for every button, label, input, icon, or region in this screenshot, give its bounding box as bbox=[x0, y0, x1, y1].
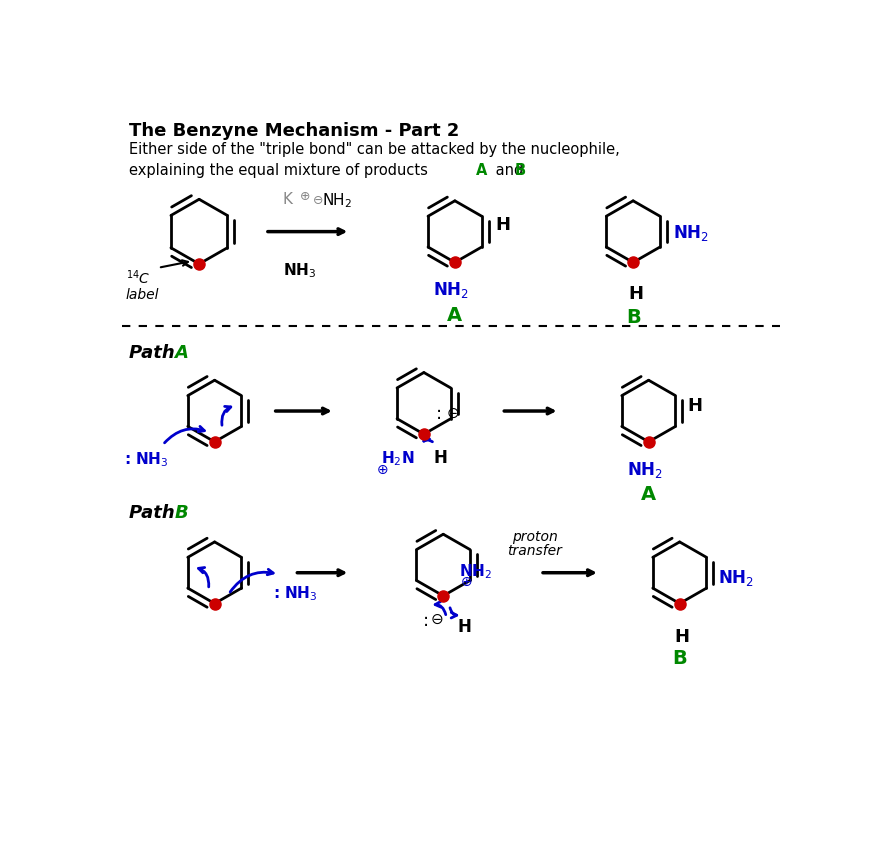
Text: transfer: transfer bbox=[507, 543, 562, 558]
Text: proton: proton bbox=[512, 530, 558, 544]
Text: label: label bbox=[126, 287, 159, 302]
Text: B: B bbox=[174, 504, 188, 522]
Text: H: H bbox=[433, 449, 447, 467]
Text: NH$_2$: NH$_2$ bbox=[627, 459, 663, 479]
Text: H: H bbox=[495, 216, 510, 234]
Text: NH$_3$: NH$_3$ bbox=[283, 261, 317, 280]
Text: A: A bbox=[641, 485, 656, 503]
Text: B: B bbox=[626, 308, 641, 327]
Text: B: B bbox=[672, 648, 687, 667]
Text: Either side of the "triple bond" can be attacked by the nucleophile,: Either side of the "triple bond" can be … bbox=[129, 142, 620, 157]
Text: H$_2$N: H$_2$N bbox=[381, 449, 414, 467]
Text: Path: Path bbox=[129, 344, 181, 362]
Text: explaining the equal mixture of products: explaining the equal mixture of products bbox=[129, 162, 433, 177]
Text: H: H bbox=[674, 627, 689, 645]
Text: NH$_2$: NH$_2$ bbox=[718, 567, 754, 587]
Text: A: A bbox=[174, 344, 188, 362]
Text: NH$_2$: NH$_2$ bbox=[673, 223, 709, 242]
Text: H: H bbox=[628, 285, 643, 303]
Text: $\ominus$: $\ominus$ bbox=[445, 405, 459, 421]
Text: $\oplus$: $\oplus$ bbox=[299, 189, 311, 202]
Text: The Benzyne Mechanism - Part 2: The Benzyne Mechanism - Part 2 bbox=[129, 122, 459, 141]
Text: :: : bbox=[423, 612, 429, 630]
Text: and: and bbox=[491, 162, 528, 177]
Text: : NH$_3$: : NH$_3$ bbox=[273, 583, 318, 602]
Text: $\ominus$: $\ominus$ bbox=[312, 194, 323, 207]
Text: Path: Path bbox=[129, 504, 181, 522]
Text: : NH$_3$: : NH$_3$ bbox=[124, 450, 169, 468]
Text: H: H bbox=[687, 397, 702, 415]
Text: H: H bbox=[458, 618, 471, 635]
Text: B: B bbox=[515, 162, 525, 177]
Text: :: : bbox=[436, 404, 443, 422]
Text: NH$_2$: NH$_2$ bbox=[458, 561, 492, 580]
Text: $\oplus$: $\oplus$ bbox=[376, 462, 388, 476]
Text: NH$_2$: NH$_2$ bbox=[321, 191, 352, 210]
Text: K: K bbox=[282, 192, 292, 207]
Text: $\ominus$: $\ominus$ bbox=[430, 612, 444, 626]
Text: A: A bbox=[447, 305, 462, 324]
Text: $\oplus$: $\oplus$ bbox=[460, 575, 473, 589]
Text: A: A bbox=[476, 162, 488, 177]
Text: $^{14}C$: $^{14}C$ bbox=[126, 269, 150, 287]
Text: NH$_2$: NH$_2$ bbox=[433, 280, 469, 300]
